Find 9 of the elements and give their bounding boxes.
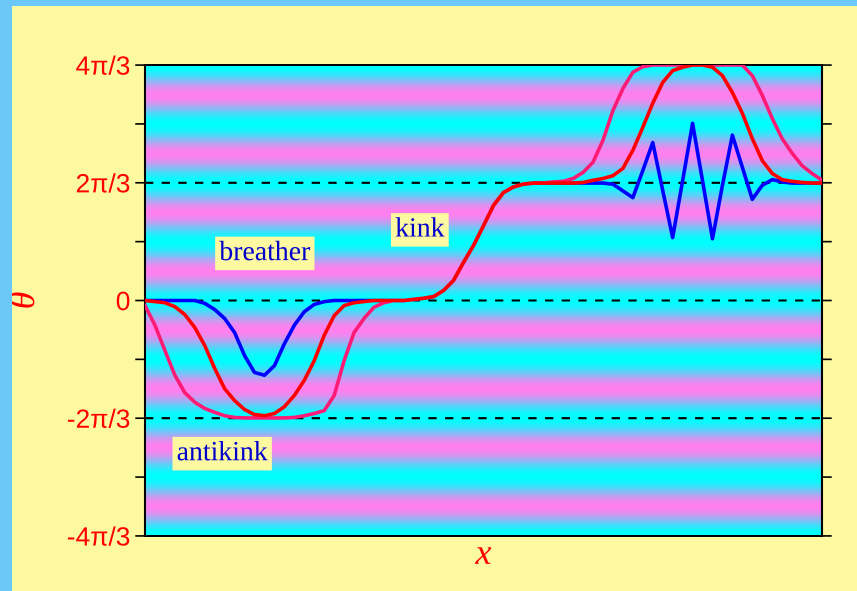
y-tick-label: 2π/3 xyxy=(76,173,130,193)
annotation: antikink xyxy=(178,440,268,461)
y-tick-label: 0 xyxy=(116,292,130,310)
annotation: breather xyxy=(219,240,310,260)
annotation: kink xyxy=(396,217,445,237)
y-tick-label: -4π/3 xyxy=(68,526,130,546)
y-tick-label: -2π/3 xyxy=(68,408,130,428)
x-axis-title: x xyxy=(475,547,492,564)
y-tick-label: 4π/3 xyxy=(76,56,130,75)
